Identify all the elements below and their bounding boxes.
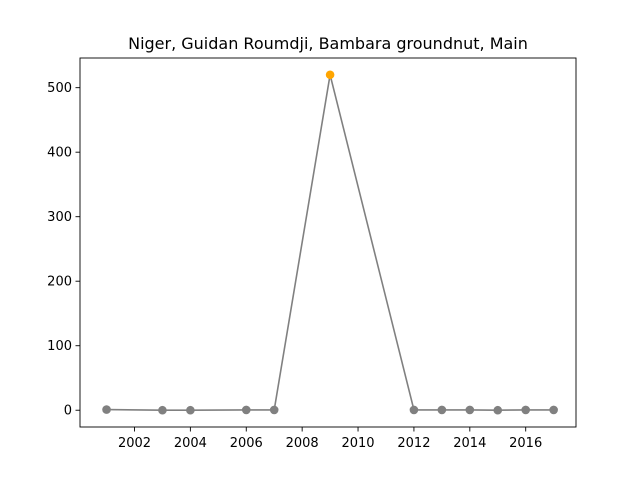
data-point (437, 405, 447, 415)
plot-area (102, 70, 558, 415)
data-point (549, 405, 558, 415)
y-tick-label: 500 (47, 81, 72, 96)
y-tick-label: 300 (47, 210, 72, 225)
x-tick-label: 2014 (453, 436, 486, 451)
data-point (102, 405, 111, 414)
y-tick-label: 0 (64, 404, 72, 419)
y-tick-label: 200 (47, 275, 72, 290)
x-tick-label: 2010 (341, 436, 374, 451)
data-point (241, 405, 251, 415)
x-tick-label: 2016 (509, 436, 542, 451)
x-tick-label: 2004 (174, 436, 207, 451)
x-tick-label: 2012 (397, 436, 430, 451)
data-point (186, 405, 195, 415)
axes: 2002 2004 2006 2008 2010 2012 2014 2016 0 100 200 3… (47, 57, 577, 451)
axes-frame (79, 57, 577, 428)
y-tick-label: 400 (47, 146, 72, 161)
data-point (158, 405, 167, 415)
chart-title: Niger, Guidan Roumdji, Bambara groundnut… (128, 34, 528, 53)
series-line (106, 74, 554, 412)
highlight-point (325, 70, 335, 80)
x-tick-label: 2008 (286, 436, 319, 451)
x-tick-label: 2002 (118, 436, 151, 451)
data-point (269, 405, 279, 415)
y-tick-label: 100 (47, 339, 72, 354)
data-point (521, 405, 530, 415)
data-point (409, 405, 419, 415)
x-tick-label: 2006 (230, 436, 263, 451)
data-point (465, 405, 475, 415)
data-point (493, 405, 503, 415)
